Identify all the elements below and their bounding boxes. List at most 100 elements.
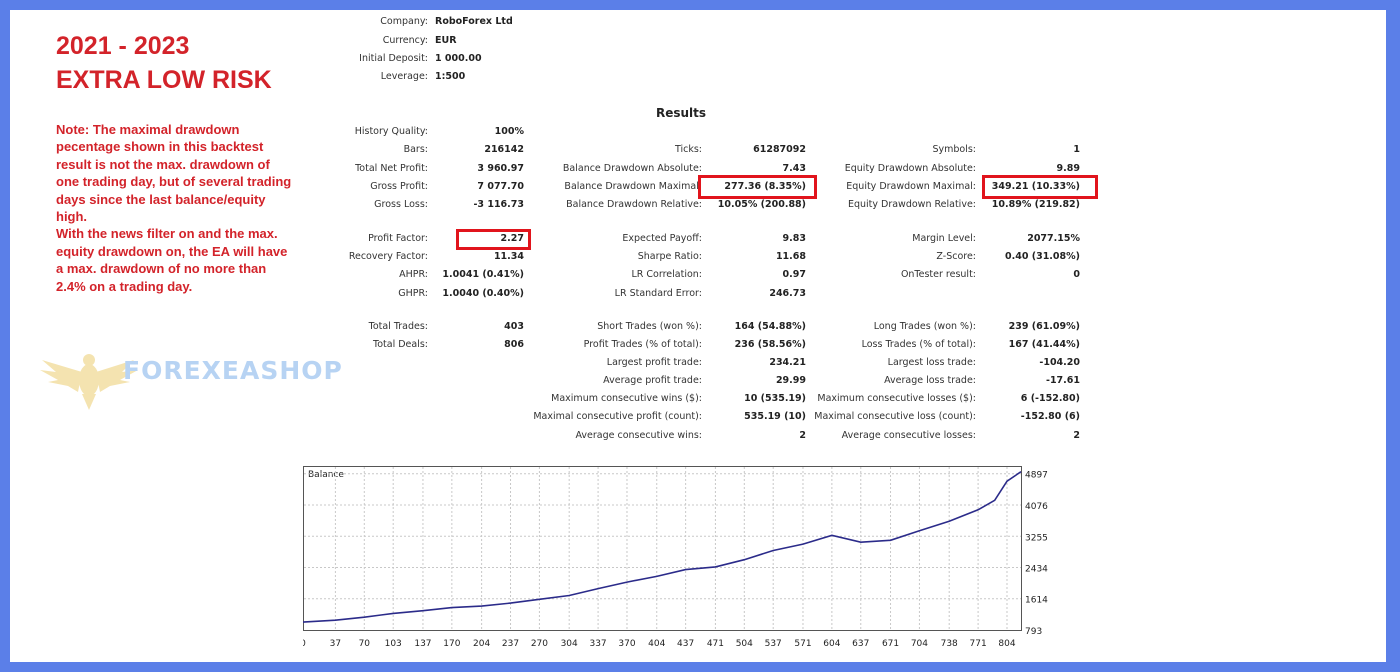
drawdown-note: Note: The maximal drawdown pecentage sho… xyxy=(56,121,296,295)
average-loss-trade-value: -17.61 xyxy=(1046,375,1080,386)
symbols-value: 1 xyxy=(1073,144,1080,155)
maximal-consecutive-loss-value: -152.80 (6) xyxy=(1020,411,1080,422)
y-tick-label: 793 xyxy=(1025,627,1042,637)
ghpr-label: GHPR: xyxy=(398,288,428,299)
chart-title: Balance xyxy=(308,470,344,480)
ticks-value: 61287092 xyxy=(753,144,806,155)
results-title: Results xyxy=(655,106,707,120)
company-label: Company: xyxy=(380,16,428,27)
max-consecutive-wins-value: 10 (535.19) xyxy=(744,393,806,404)
equity-drawdown-relative-label: Equity Drawdown Relative: xyxy=(847,199,976,210)
sharpe-ratio-label: Sharpe Ratio: xyxy=(637,251,702,262)
expected-payoff-value: 9.83 xyxy=(782,233,806,244)
note-paragraph-2: With the news filter on and the max. equ… xyxy=(56,226,288,294)
balance-drawdown-highlight xyxy=(698,175,817,199)
gross-profit-label: Gross Profit: xyxy=(370,181,428,192)
risk-title: EXTRA LOW RISK xyxy=(56,66,272,94)
gross-loss-label: Gross Loss: xyxy=(374,199,428,210)
maximal-consecutive-loss-label: Maximal consecutive loss (count): xyxy=(814,411,976,422)
max-consecutive-losses-value: 6 (-152.80) xyxy=(1020,393,1080,404)
x-tick-label: 704 xyxy=(911,639,928,649)
max-consecutive-losses-label: Maximum consecutive losses ($): xyxy=(817,393,976,404)
equity-drawdown-maximal-value: 349.21 (10.33%) xyxy=(991,181,1080,192)
report-sheet: 2021 - 2023 EXTRA LOW RISK Note: The max… xyxy=(10,10,1386,662)
loss-trades-value: 167 (41.44%) xyxy=(1008,339,1080,350)
profit-trades-value: 236 (58.56%) xyxy=(734,339,806,350)
x-tick-label: 37 xyxy=(330,639,341,649)
leverage-value: 1:500 xyxy=(435,71,466,82)
bars-value: 216142 xyxy=(484,144,524,155)
average-profit-trade-value: 29.99 xyxy=(775,375,806,386)
leverage-label: Leverage: xyxy=(380,71,428,82)
equity-drawdown-relative-value: 10.89% (219.82) xyxy=(991,199,1080,210)
average-profit-trade-label: Average profit trade: xyxy=(603,375,702,386)
z-score-value: 0.40 (31.08%) xyxy=(1005,251,1080,262)
balance-drawdown-absolute-value: 7.43 xyxy=(782,163,806,174)
x-tick-label: 571 xyxy=(794,639,811,649)
lr-standard-error-value: 246.73 xyxy=(769,288,806,299)
x-tick-label: 637 xyxy=(852,639,869,649)
recovery-factor-label: Recovery Factor: xyxy=(348,251,428,262)
maximal-consecutive-profit-label: Maximal consecutive profit (count): xyxy=(533,411,702,422)
total-net-profit-label: Total Net Profit: xyxy=(355,163,428,174)
balance-drawdown-relative-label: Balance Drawdown Relative: xyxy=(566,199,702,210)
sharpe-ratio-value: 11.68 xyxy=(775,251,806,262)
x-tick-label: 137 xyxy=(414,639,431,649)
history-quality-label: History Quality: xyxy=(354,126,428,137)
chart-plot-area xyxy=(303,466,1022,631)
total-deals-label: Total Deals: xyxy=(373,339,428,350)
equity-drawdown-highlight xyxy=(982,175,1098,199)
largest-profit-trade-value: 234.21 xyxy=(769,357,806,368)
gross-loss-value: -3 116.73 xyxy=(473,199,524,210)
x-tick-label: 738 xyxy=(941,639,958,649)
x-tick-label: 70 xyxy=(359,639,371,649)
lr-correlation-label: LR Correlation: xyxy=(631,269,703,280)
largest-loss-trade-value: -104.20 xyxy=(1039,357,1080,368)
ticks-label: Ticks: xyxy=(674,144,702,155)
x-tick-label: 504 xyxy=(736,639,753,649)
equity-drawdown-maximal-label: Equity Drawdown Maximal: xyxy=(846,181,976,192)
lr-correlation-value: 0.97 xyxy=(782,269,806,280)
x-tick-label: 370 xyxy=(618,639,635,649)
x-tick-label: 771 xyxy=(970,639,987,649)
symbols-label: Symbols: xyxy=(932,144,976,155)
y-tick-label: 4076 xyxy=(1025,502,1048,512)
y-tick-label: 4897 xyxy=(1025,471,1048,481)
gross-profit-value: 7 077.70 xyxy=(477,181,524,192)
period-title: 2021 - 2023 xyxy=(56,32,190,60)
total-trades-label: Total Trades: xyxy=(368,321,428,332)
y-tick-label: 3255 xyxy=(1025,533,1048,543)
initial-deposit-value: 1 000.00 xyxy=(435,53,482,64)
average-consecutive-losses-value: 2 xyxy=(1073,430,1080,441)
margin-level-label: Margin Level: xyxy=(912,233,976,244)
x-tick-label: 337 xyxy=(589,639,606,649)
profit-factor-value: 2.27 xyxy=(500,233,524,244)
x-tick-label: 804 xyxy=(998,639,1015,649)
x-tick-label: 170 xyxy=(443,639,460,649)
equity-drawdown-absolute-value: 9.89 xyxy=(1056,163,1080,174)
logo-wordmark: FOREXEASHOP xyxy=(123,356,343,385)
total-trades-value: 403 xyxy=(504,321,524,332)
x-tick-label: 237 xyxy=(502,639,519,649)
long-trades-label: Long Trades (won %): xyxy=(873,321,976,332)
ahpr-value: 1.0041 (0.41%) xyxy=(442,269,524,280)
profit-factor-highlight xyxy=(456,229,531,250)
balance-chart: Balance 0 37 70 103 137 170 204 237 270 304 337 370… xyxy=(303,466,1048,649)
x-tick-label: 537 xyxy=(765,639,782,649)
ontester-result-value: 0 xyxy=(1073,269,1080,280)
recovery-factor-value: 11.34 xyxy=(493,251,524,262)
x-tick-label: 103 xyxy=(385,639,402,649)
x-tick-label: 0 xyxy=(303,639,306,649)
note-paragraph-1: Note: The maximal drawdown pecentage sho… xyxy=(56,122,292,225)
balance-drawdown-absolute-label: Balance Drawdown Absolute: xyxy=(562,163,702,174)
margin-level-value: 2077.15% xyxy=(1027,233,1080,244)
x-tick-label: 204 xyxy=(473,639,490,649)
balance-series-line xyxy=(303,471,1022,623)
average-consecutive-losses-label: Average consecutive losses: xyxy=(841,430,976,441)
loss-trades-label: Loss Trades (% of total): xyxy=(861,339,976,350)
max-consecutive-wins-label: Maximum consecutive wins ($): xyxy=(551,393,702,404)
balance-drawdown-maximal-value: 277.36 (8.35%) xyxy=(724,181,806,192)
x-tick-label: 471 xyxy=(707,639,724,649)
short-trades-label: Short Trades (won %): xyxy=(597,321,702,332)
equity-drawdown-absolute-label: Equity Drawdown Absolute: xyxy=(844,163,976,174)
